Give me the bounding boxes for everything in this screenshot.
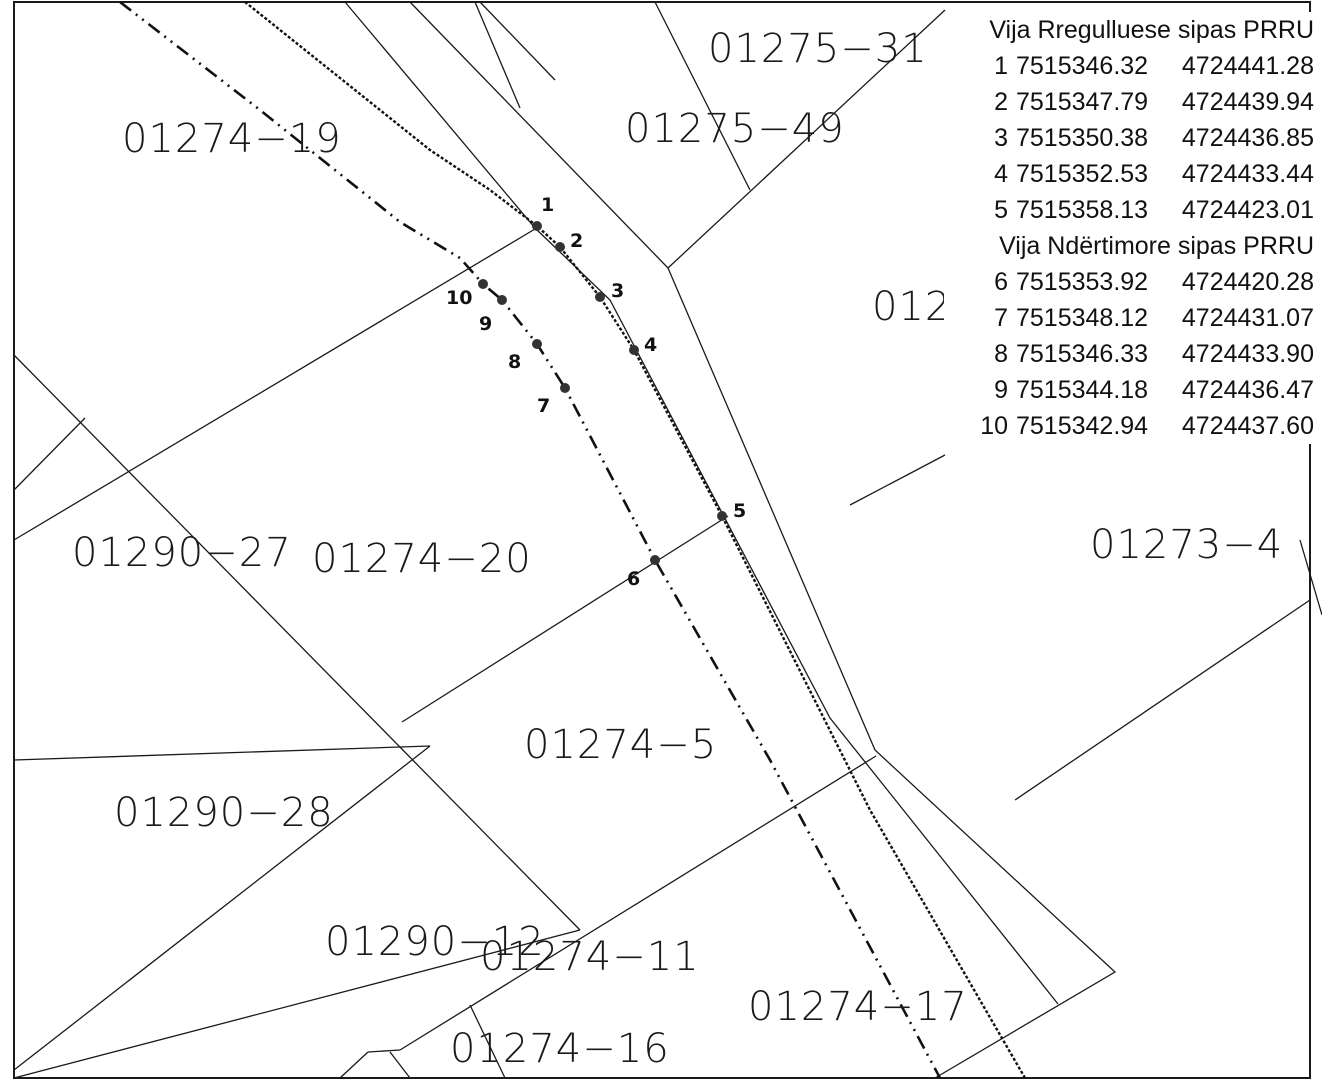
regulation-line: [244, 1, 1027, 1079]
parcel-label: 01290−28: [114, 790, 334, 836]
coordinate-row: 10 7515342.94 4724437.60: [944, 408, 1314, 444]
point-label: 3: [611, 280, 624, 302]
y-coordinate: 4724433.44: [1181, 160, 1314, 188]
x-coordinate: 7515342.94: [1016, 412, 1149, 440]
survey-point: [717, 511, 727, 521]
construction-line: [119, 0, 942, 1079]
survey-point: [555, 242, 565, 252]
x-coordinate: 7515348.12: [1016, 304, 1149, 332]
parcel-label: 01274−20: [312, 536, 532, 582]
coordinate-row: 8 7515346.33 4724433.90: [944, 336, 1314, 372]
x-coordinate: 7515346.32: [1016, 52, 1149, 80]
coordinate-row: 6 7515353.92 4724420.28: [944, 264, 1314, 300]
survey-point: [532, 221, 542, 231]
point-label: 4: [644, 334, 657, 356]
parcel-label: 01274−19: [122, 116, 342, 162]
road-corridor: [344, 1, 1117, 1079]
survey-point: [560, 383, 570, 393]
point-number: 7: [994, 304, 1008, 332]
y-coordinate: 4724439.94: [1181, 88, 1314, 116]
coordinate-row: 2 7515347.79 4724439.94: [944, 84, 1314, 120]
point-label: 1: [541, 194, 554, 216]
coordinate-row: 4 7515352.53 4724433.44: [944, 156, 1314, 192]
parcel-label: 01290−27: [72, 530, 292, 576]
parcel-label: 01274−5: [524, 722, 717, 768]
survey-point: [478, 279, 488, 289]
y-coordinate: 4724423.01: [1181, 196, 1314, 224]
survey-point: [595, 292, 605, 302]
point-number: 2: [994, 88, 1008, 116]
point-number: 4: [994, 160, 1008, 188]
point-label: 2: [570, 230, 583, 252]
point-number: 6: [994, 268, 1008, 296]
coordinate-row: 5 7515358.13 4724423.01: [944, 192, 1314, 228]
y-coordinate: 4724436.85: [1181, 124, 1314, 152]
point-number: 9: [994, 376, 1008, 404]
point-label: 7: [537, 395, 550, 417]
y-coordinate: 4724437.60: [1181, 412, 1314, 440]
x-coordinate: 7515350.38: [1016, 124, 1149, 152]
point-label: 8: [508, 351, 521, 373]
parcel-label: 012: [872, 284, 951, 330]
parcel-boundaries: [13, 1, 1322, 1079]
survey-point: [497, 295, 507, 305]
regulation-title: Vija Rregulluese sipas PRRU: [989, 16, 1314, 44]
parcel-label: 01273−4: [1090, 522, 1283, 568]
point-number: 8: [994, 340, 1008, 368]
point-number: 5: [994, 196, 1008, 224]
x-coordinate: 7515358.13: [1016, 196, 1149, 224]
coordinate-row: 1 7515346.32 4724441.28: [944, 48, 1314, 84]
y-coordinate: 4724436.47: [1181, 376, 1314, 404]
construction-title: Vija Ndërtimore sipas PRRU: [999, 232, 1314, 260]
point-label: 9: [479, 313, 492, 335]
point-number: 3: [994, 124, 1008, 152]
coordinates-legend: Vija Rregulluese sipas PRRU 1 7515346.32…: [944, 12, 1314, 444]
coordinate-row: 7 7515348.12 4724431.07: [944, 300, 1314, 336]
y-coordinate: 4724420.28: [1181, 268, 1314, 296]
survey-point: [650, 555, 660, 565]
survey-point: [532, 339, 542, 349]
parcel-label: 01274−16: [450, 1026, 670, 1072]
coordinate-row: 9 7515344.18 4724436.47: [944, 372, 1314, 408]
parcel-labels: 01275−31 01274−19 01275−49 012 01290−27 …: [72, 26, 1283, 1072]
parcel-label: 01275−49: [625, 106, 845, 152]
point-labels: 1 2 3 4 5 6 7 8 9 10: [446, 194, 746, 590]
parcel-label: 01290−12: [325, 919, 545, 965]
y-coordinate: 4724433.90: [1181, 340, 1314, 368]
point-number: 10: [980, 412, 1008, 440]
point-label: 6: [627, 568, 640, 590]
x-coordinate: 7515352.53: [1016, 160, 1149, 188]
survey-point: [629, 345, 639, 355]
parcel-label: 01274−11: [480, 934, 700, 980]
x-coordinate: 7515347.79: [1016, 88, 1149, 116]
survey-points: [478, 221, 727, 565]
parcel-label: 01274−17: [748, 984, 968, 1030]
parcel-label: 01275−31: [708, 26, 928, 72]
point-label: 10: [446, 287, 472, 309]
y-coordinate: 4724431.07: [1181, 304, 1314, 332]
x-coordinate: 7515353.92: [1016, 268, 1149, 296]
y-coordinate: 4724441.28: [1181, 52, 1314, 80]
x-coordinate: 7515344.18: [1016, 376, 1149, 404]
point-label: 5: [733, 500, 746, 522]
point-number: 1: [994, 52, 1008, 80]
x-coordinate: 7515346.33: [1016, 340, 1149, 368]
coordinate-row: 3 7515350.38 4724436.85: [944, 120, 1314, 156]
